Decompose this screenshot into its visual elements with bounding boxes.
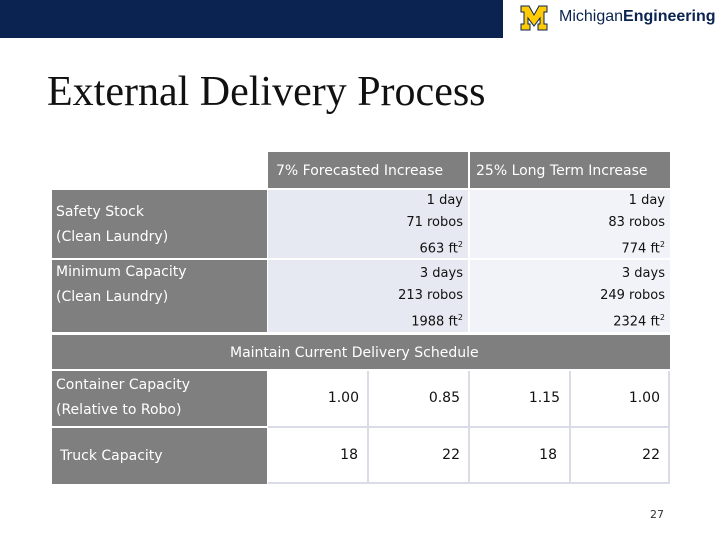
truck-capacity-cell: 18 xyxy=(470,428,571,484)
block-m-icon xyxy=(520,5,548,31)
column-header-longterm: 25% Long Term Increase xyxy=(470,152,670,188)
value-line: 3 days xyxy=(621,266,665,281)
header-bar: MichiganEngineering xyxy=(0,0,720,38)
row-label-minimum-capacity: Minimum Capacity (Clean Laundry) xyxy=(52,260,267,332)
row-label-safety-stock: Safety Stock (Clean Laundry) xyxy=(52,190,267,258)
column-header-label: 7% Forecasted Increase xyxy=(276,163,444,179)
value-line: 1 day xyxy=(628,193,665,208)
row-label-line: Container Capacity xyxy=(56,377,191,393)
page-number: 27 xyxy=(650,508,664,521)
value-line: 663 ft2 xyxy=(419,240,463,257)
capacity-value: 1.00 xyxy=(628,390,660,406)
capacity-value: 1.00 xyxy=(327,390,359,406)
row-label-line: Safety Stock xyxy=(56,204,144,220)
container-capacity-cell: 1.15 xyxy=(470,371,571,428)
value-line: 2324 ft2 xyxy=(613,313,665,330)
safety-stock-longterm: 1 day 83 robos 774 ft2 xyxy=(470,190,670,258)
minimum-capacity-forecast: 3 days 213 robos 1988 ft2 xyxy=(268,260,468,332)
column-header-label: 25% Long Term Increase xyxy=(476,163,648,179)
capacity-value: 0.85 xyxy=(428,390,460,406)
row-label-line: (Clean Laundry) xyxy=(56,289,169,305)
logo-text: MichiganEngineering xyxy=(559,8,716,25)
row-label-line: (Clean Laundry) xyxy=(56,229,169,245)
schedule-label: Maintain Current Delivery Schedule xyxy=(230,345,479,361)
row-label-truck-capacity: Truck Capacity xyxy=(52,428,267,484)
capacity-value: 1.15 xyxy=(528,390,560,406)
container-capacity-cell: 1.00 xyxy=(571,371,670,428)
value-line: 774 ft2 xyxy=(621,240,665,257)
row-label-line: (Relative to Robo) xyxy=(56,402,182,418)
row-label-container-capacity: Container Capacity (Relative to Robo) xyxy=(52,371,267,426)
value-line: 71 robos xyxy=(406,215,463,230)
safety-stock-forecast: 1 day 71 robos 663 ft2 xyxy=(268,190,468,258)
row-label-line: Minimum Capacity xyxy=(56,264,187,280)
value-line: 83 robos xyxy=(608,215,665,230)
truck-capacity-cell: 18 xyxy=(268,428,369,484)
column-header-forecast: 7% Forecasted Increase xyxy=(268,152,468,188)
container-capacity-cell: 1.00 xyxy=(268,371,369,428)
value-line: 249 robos xyxy=(600,288,665,303)
value-line: 1 day xyxy=(426,193,463,208)
capacity-value: 22 xyxy=(442,447,460,463)
value-line: 1988 ft2 xyxy=(411,313,463,330)
capacity-value: 18 xyxy=(340,447,358,463)
container-capacity-cell: 0.85 xyxy=(369,371,470,428)
value-line: 213 robos xyxy=(398,288,463,303)
row-label-line: Truck Capacity xyxy=(60,448,163,464)
capacity-value: 18 xyxy=(539,447,557,463)
schedule-bar: Maintain Current Delivery Schedule xyxy=(52,335,670,369)
page-title: External Delivery Process xyxy=(47,69,486,115)
minimum-capacity-longterm: 3 days 249 robos 2324 ft2 xyxy=(470,260,670,332)
michigan-engineering-logo: MichiganEngineering xyxy=(503,0,720,38)
truck-capacity-cell: 22 xyxy=(571,428,670,484)
capacity-value: 22 xyxy=(642,447,660,463)
value-line: 3 days xyxy=(419,266,463,281)
truck-capacity-cell: 22 xyxy=(369,428,470,484)
